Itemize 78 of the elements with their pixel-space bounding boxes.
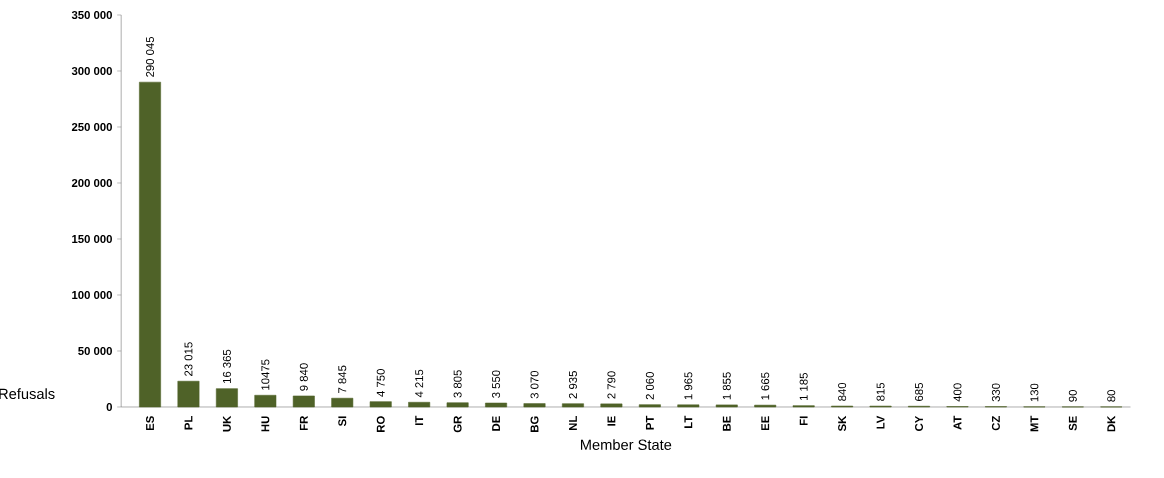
- x-tick-label: IE: [607, 416, 616, 426]
- x-tick-label: CY: [915, 415, 924, 431]
- x-tick-label: SK: [838, 415, 847, 432]
- data-label: 9 840: [299, 363, 308, 391]
- data-label: 2 060: [645, 372, 654, 400]
- data-label: 685: [915, 383, 924, 401]
- bar: [715, 404, 738, 408]
- data-label: 2 790: [607, 371, 616, 399]
- data-label: 400: [953, 383, 962, 402]
- bar: [177, 380, 200, 408]
- bar: [408, 402, 431, 408]
- x-tick-label: PL: [184, 416, 193, 430]
- bar: [331, 397, 354, 408]
- data-label: 10475: [261, 359, 270, 390]
- data-label: 4 750: [376, 369, 385, 397]
- y-axis-title: Refusals: [0, 388, 55, 400]
- bar: [562, 403, 584, 408]
- x-tick-label: RO: [376, 416, 385, 432]
- x-axis-title: Member State: [580, 439, 672, 450]
- x-tick-label: ES: [146, 416, 155, 431]
- data-label: 90: [1068, 390, 1077, 402]
- bar: [485, 402, 507, 408]
- x-tick-label: BE: [722, 416, 731, 431]
- y-tick-label: 250 000: [71, 122, 112, 131]
- x-tick-label: CZ: [991, 416, 1000, 431]
- bar: [139, 81, 161, 408]
- data-label: 815: [876, 382, 885, 401]
- x-tick-label: LT: [684, 415, 693, 428]
- data-label: 80: [1107, 390, 1116, 402]
- bar: [677, 404, 700, 408]
- data-label: 1 855: [722, 372, 731, 400]
- data-label: 1 185: [799, 373, 808, 401]
- data-label: 3 805: [453, 370, 462, 398]
- bar: [254, 394, 277, 408]
- data-label: 3 070: [530, 370, 539, 399]
- data-label: 330: [991, 383, 1000, 402]
- data-label: 16 365: [222, 349, 231, 384]
- y-tick-label: 150 000: [72, 234, 112, 243]
- bar: [215, 388, 238, 408]
- x-tick-label: LV: [876, 415, 885, 429]
- x-tick-label: UK: [222, 415, 231, 432]
- x-tick-label: DE: [492, 416, 500, 431]
- data-label: 3 550: [492, 370, 501, 398]
- x-tick-label: DK: [1107, 415, 1116, 432]
- x-tick-label: SE: [1068, 416, 1077, 431]
- y-tick-label: 50 000: [78, 346, 112, 355]
- x-tick-label: FR: [299, 415, 308, 431]
- data-label: 290 045: [146, 36, 155, 77]
- data-label: 840: [838, 382, 847, 401]
- data-label: 2 935: [568, 371, 577, 399]
- x-tick-label: IT: [415, 415, 424, 426]
- data-label: 23 015: [184, 342, 193, 376]
- x-tick-label: PT: [645, 415, 654, 430]
- x-tick-label: HU: [261, 416, 270, 432]
- x-tick-label: NL: [569, 416, 577, 431]
- bar: [292, 395, 315, 408]
- bar: [523, 403, 546, 408]
- bar: [600, 403, 623, 408]
- bar: [638, 404, 661, 408]
- data-label: 1 965: [684, 372, 693, 400]
- y-tick-label: 0: [106, 402, 112, 411]
- x-tick-label: GR: [453, 415, 462, 433]
- y-tick-label: 300 000: [71, 66, 112, 76]
- y-tick-label: 100 000: [72, 290, 112, 299]
- data-label: 4 215: [415, 369, 424, 398]
- y-tick-label: 350 000: [71, 10, 112, 20]
- data-label: 7 845: [338, 365, 347, 393]
- x-tick-label: EE: [761, 416, 770, 431]
- x-tick-label: BG: [530, 416, 539, 432]
- x-tick-label: MT: [1030, 415, 1039, 432]
- bar: [369, 401, 392, 408]
- bar: [446, 402, 469, 408]
- data-label: 130: [1030, 383, 1039, 402]
- x-tick-label: AT: [953, 415, 962, 430]
- x-tick-label: SI: [338, 416, 347, 427]
- data-label: 1 665: [761, 372, 770, 400]
- x-tick-label: FI: [799, 416, 808, 426]
- y-tick-label: 200 000: [71, 178, 112, 187]
